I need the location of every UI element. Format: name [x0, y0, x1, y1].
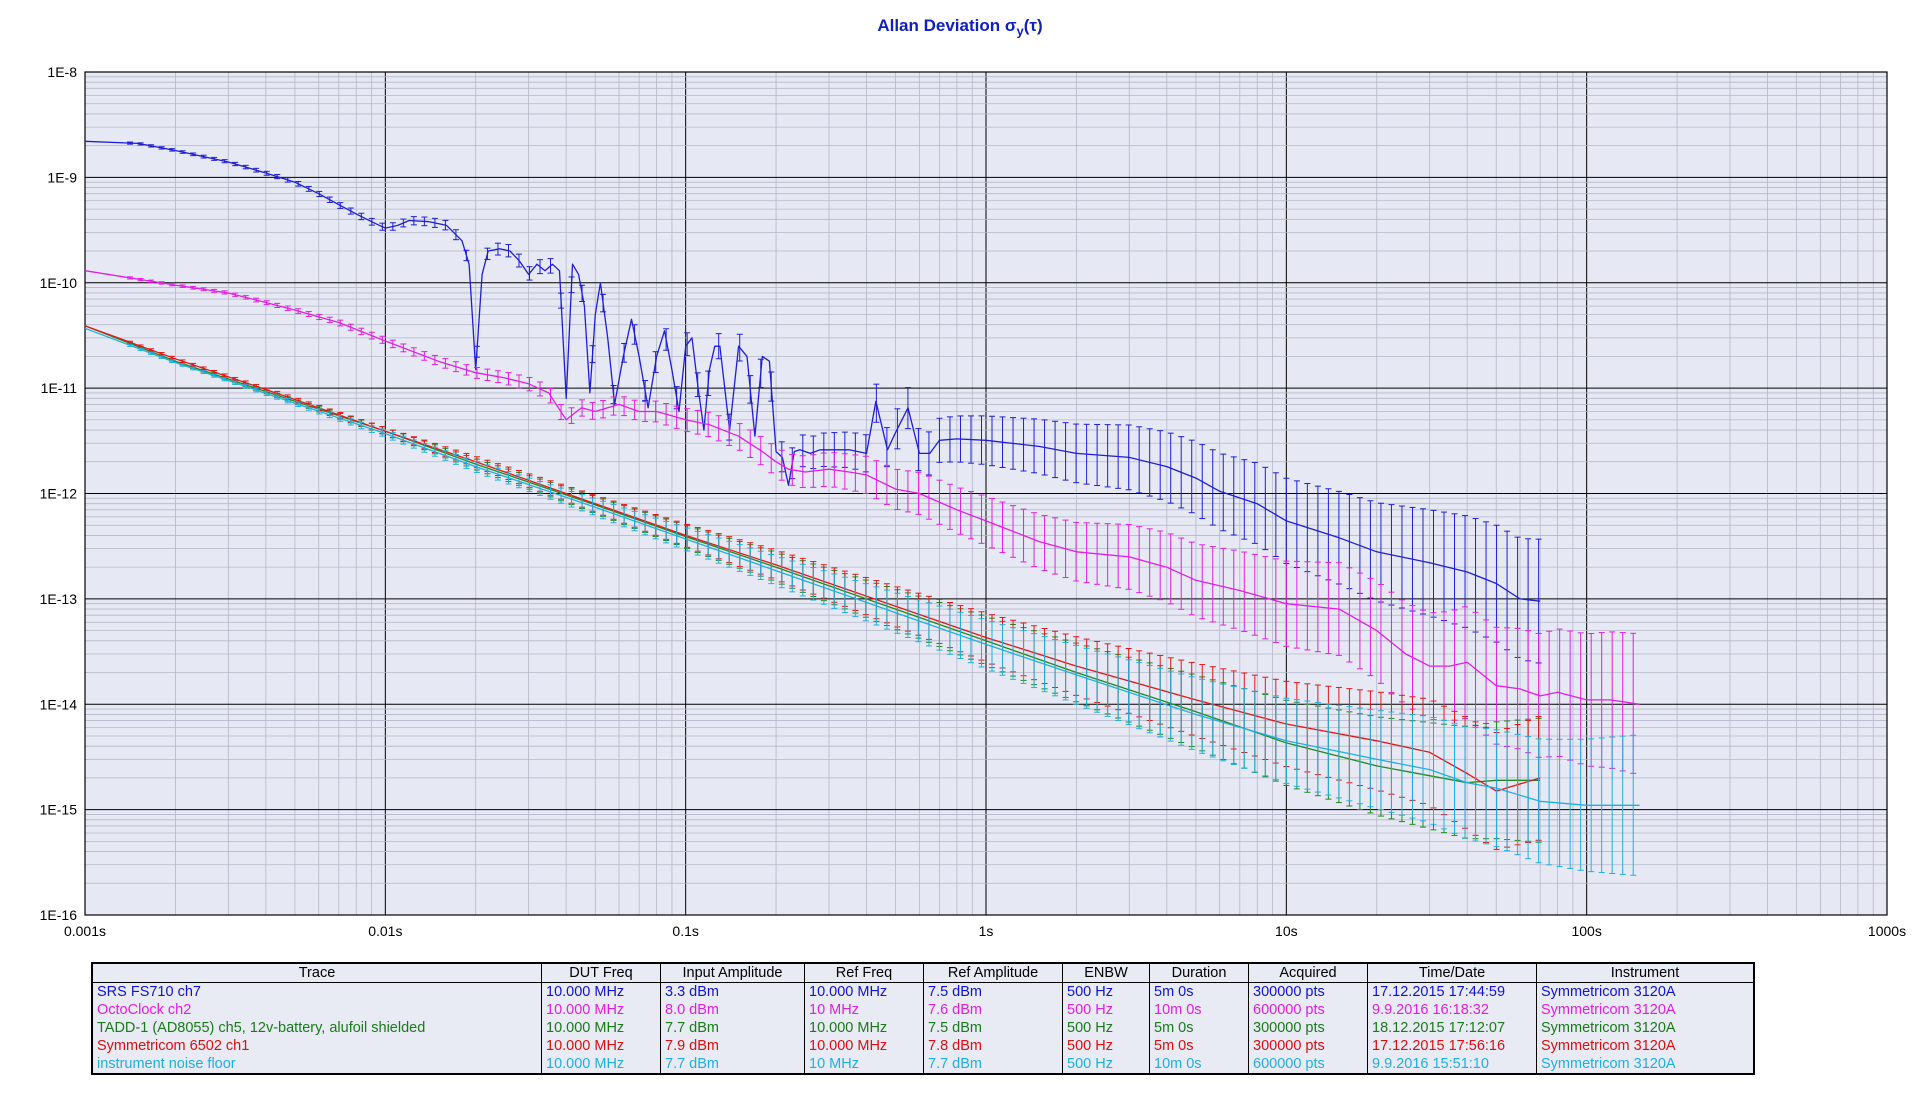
chart-title-subscript: y — [1016, 23, 1024, 39]
y-tick-label: 1E-12 — [40, 486, 78, 502]
table-cell: OctoClock ch2 — [91, 1001, 542, 1019]
plot-frame — [84, 71, 1888, 916]
series-line — [84, 270, 1640, 705]
table-cell: 5m 0s — [1149, 982, 1249, 1001]
column-header: Ref Freq — [804, 962, 924, 983]
table-row: Symmetricom 6502 ch1 10.000 MHz 7.9 dBm 10.… — [91, 1037, 1755, 1055]
y-tick-label: 1E-16 — [40, 907, 78, 923]
table-cell: 7.7 dBm — [660, 1019, 805, 1037]
column-header: ENBW — [1062, 962, 1150, 983]
column-header: Acquired — [1248, 962, 1368, 983]
y-tick-label: 1E-13 — [40, 591, 78, 607]
table-cell: 17.12.2015 17:44:59 — [1367, 982, 1537, 1001]
x-tick-label: 100s — [1571, 923, 1601, 939]
column-header: Duration — [1149, 962, 1249, 983]
table-cell: 500 Hz — [1062, 982, 1150, 1001]
table-cell: 10m 0s — [1149, 1055, 1249, 1075]
table-cell: 8.0 dBm — [660, 1001, 805, 1019]
x-tick-label: 0.001s — [64, 923, 106, 939]
table-cell: 10 MHz — [804, 1055, 924, 1075]
grid — [84, 72, 1887, 916]
table-cell: 10.000 MHz — [541, 1055, 661, 1075]
x-tick-label: 1000s — [1868, 923, 1906, 939]
table-cell: 18.12.2015 17:12:07 — [1367, 1019, 1537, 1037]
x-tick-label: 10s — [1275, 923, 1298, 939]
table-row: OctoClock ch2 10.000 MHz 8.0 dBm 10 MHz 7.6 … — [91, 1001, 1755, 1019]
table-cell: 300000 pts — [1248, 1037, 1368, 1055]
table-cell: 10.000 MHz — [541, 1019, 661, 1037]
table-cell: 3.3 dBm — [660, 982, 805, 1001]
table-cell: Symmetricom 3120A — [1536, 1037, 1755, 1055]
column-header: DUT Freq — [541, 962, 661, 983]
trace-info-table: Trace DUT Freq Input Amplitude Ref Freq Ref … — [91, 962, 1755, 1075]
table-cell: Symmetricom 3120A — [1536, 1055, 1755, 1075]
column-header: Input Amplitude — [660, 962, 805, 983]
table-row: TADD-1 (AD8055) ch5, 12v-battery, alufoi… — [91, 1019, 1755, 1037]
column-header: Time/Date — [1367, 962, 1537, 983]
table-cell: 500 Hz — [1062, 1037, 1150, 1055]
table-cell: 500 Hz — [1062, 1019, 1150, 1037]
allan-deviation-chart: 0.001s 0.01s 0.1s 1s 10s 100s 1000s 1E-8 1E-9 1E-… — [40, 64, 1906, 939]
table-cell: 5m 0s — [1149, 1019, 1249, 1037]
table-cell: Symmetricom 3120A — [1536, 1019, 1755, 1037]
chart-title-tail: (τ) — [1023, 16, 1043, 35]
table-row: SRS FS710 ch7 10.000 MHz 3.3 dBm 10.000 MHz… — [91, 982, 1755, 1001]
table-cell: 9.9.2016 15:51:10 — [1367, 1055, 1537, 1075]
table-cell: Symmetricom 3120A — [1536, 982, 1755, 1001]
x-tick-label: 0.01s — [368, 923, 402, 939]
table-cell: 7.5 dBm — [923, 982, 1063, 1001]
table-cell: 10.000 MHz — [541, 1001, 661, 1019]
table-cell: TADD-1 (AD8055) ch5, 12v-battery, alufoi… — [91, 1019, 542, 1037]
table-cell: 7.7 dBm — [660, 1055, 805, 1075]
table-header-row: Trace DUT Freq Input Amplitude Ref Freq Ref … — [91, 962, 1755, 983]
column-header: Instrument — [1536, 962, 1755, 983]
table-cell: 7.7 dBm — [923, 1055, 1063, 1075]
y-tick-label: 1E-9 — [47, 169, 77, 185]
series-line — [84, 327, 1640, 806]
table-cell: 7.5 dBm — [923, 1019, 1063, 1037]
table-cell: 7.6 dBm — [923, 1001, 1063, 1019]
x-tick-label: 1s — [979, 923, 994, 939]
table-cell: 300000 pts — [1248, 982, 1368, 1001]
table-cell: 17.12.2015 17:56:16 — [1367, 1037, 1537, 1055]
table-cell: instrument noise floor — [91, 1055, 542, 1075]
column-header: Trace — [91, 962, 542, 983]
table-body: SRS FS710 ch7 10.000 MHz 3.3 dBm 10.000 MHz… — [91, 982, 1755, 1075]
table-cell: 10.000 MHz — [804, 1037, 924, 1055]
chart-title-symbol: σ — [1004, 16, 1017, 35]
table-cell: 10.000 MHz — [804, 1019, 924, 1037]
table-cell: 600000 pts — [1248, 1001, 1368, 1019]
table-cell: 10m 0s — [1149, 1001, 1249, 1019]
table-cell: 9.9.2016 16:18:32 — [1367, 1001, 1537, 1019]
table-cell: 300000 pts — [1248, 1019, 1368, 1037]
table-cell: 10.000 MHz — [541, 982, 661, 1001]
table-cell: 5m 0s — [1149, 1037, 1249, 1055]
x-tick-label: 0.1s — [672, 923, 698, 939]
chart-title-text: Allan Deviation — [877, 16, 1001, 35]
table-cell: 7.9 dBm — [660, 1037, 805, 1055]
table-row: instrument noise floor 10.000 MHz 7.7 dBm 1… — [91, 1055, 1755, 1075]
y-tick-label: 1E-11 — [41, 380, 78, 396]
series-1 — [84, 270, 1640, 774]
table-cell: SRS FS710 ch7 — [91, 982, 542, 1001]
y-tick-label: 1E-14 — [40, 696, 78, 712]
y-tick-label: 1E-10 — [40, 275, 78, 291]
y-tick-label: 1E-8 — [47, 64, 77, 80]
series-0 — [84, 140, 1542, 664]
table-cell: 500 Hz — [1062, 1055, 1150, 1075]
table-cell: 10 MHz — [804, 1001, 924, 1019]
series-4 — [84, 327, 1640, 876]
table-cell: 7.8 dBm — [923, 1037, 1063, 1055]
y-tick-label: 1E-15 — [40, 802, 78, 818]
table-cell: 600000 pts — [1248, 1055, 1368, 1075]
table-cell: 10.000 MHz — [541, 1037, 661, 1055]
table-cell: Symmetricom 6502 ch1 — [91, 1037, 542, 1055]
table-cell: Symmetricom 3120A — [1536, 1001, 1755, 1019]
column-header: Ref Amplitude — [923, 962, 1063, 983]
table-cell: 10.000 MHz — [804, 982, 924, 1001]
chart-title: Allan Deviation σy(τ) — [0, 16, 1920, 38]
table-cell: 500 Hz — [1062, 1001, 1150, 1019]
